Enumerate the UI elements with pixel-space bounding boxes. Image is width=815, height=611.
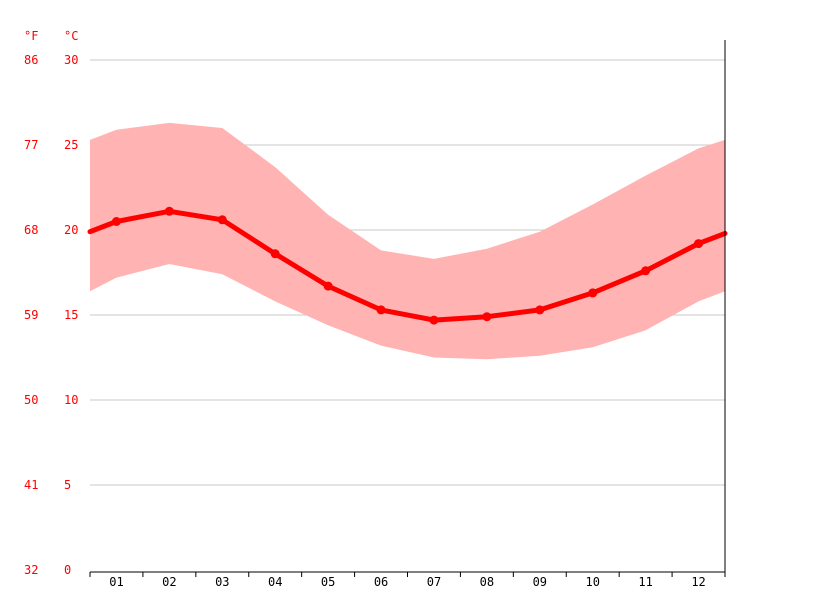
y-tick-label-fahrenheit: 86 xyxy=(24,53,38,67)
x-tick-label-06: 06 xyxy=(374,575,388,589)
average-point-06 xyxy=(376,305,386,315)
y-tick-label-celsius: 15 xyxy=(64,308,78,322)
y-tick-label-fahrenheit: 32 xyxy=(24,563,38,577)
temperature-range-band xyxy=(90,122,725,360)
average-point-01 xyxy=(111,217,121,226)
average-point-10 xyxy=(588,288,598,298)
x-tick-label-10: 10 xyxy=(585,575,599,589)
y-tick-label-celsius: 20 xyxy=(64,223,78,237)
y-tick-label-fahrenheit: 50 xyxy=(24,393,38,407)
x-axis-labels: 01 02 03 04 05 06 07 08 09 10 11 12 xyxy=(109,575,706,589)
average-point-11 xyxy=(641,266,651,276)
fahrenheit-unit-label: °F xyxy=(24,29,38,43)
x-axis-ticks xyxy=(89,572,726,577)
average-point-09 xyxy=(535,305,545,315)
average-point-12 xyxy=(694,239,704,249)
average-point-05 xyxy=(323,281,333,291)
y-tick-label-celsius: 10 xyxy=(64,393,78,407)
y-axis-celsius-labels: 0 5 10 15 20 25 30 xyxy=(64,53,78,577)
x-tick-label-02: 02 xyxy=(162,575,176,589)
x-tick-label-12: 12 xyxy=(691,575,705,589)
x-tick-label-04: 04 xyxy=(268,575,282,589)
x-tick-label-03: 03 xyxy=(215,575,229,589)
average-point-02 xyxy=(164,206,174,216)
average-point-08 xyxy=(482,312,492,322)
average-temperature-line xyxy=(87,208,728,323)
y-tick-label-fahrenheit: 77 xyxy=(24,138,38,152)
x-tick-label-07: 07 xyxy=(427,575,441,589)
x-tick-label-11: 11 xyxy=(638,575,652,589)
average-point-03 xyxy=(217,215,227,225)
x-tick-label-05: 05 xyxy=(321,575,335,589)
y-tick-label-celsius: 5 xyxy=(64,478,71,492)
y-axis-fahrenheit-labels: 32 41 50 59 68 77 86 xyxy=(24,53,38,577)
x-tick-label-01: 01 xyxy=(109,575,123,589)
y-tick-label-fahrenheit: 68 xyxy=(24,223,38,237)
y-tick-label-fahrenheit: 59 xyxy=(24,308,38,322)
y-tick-label-celsius: 25 xyxy=(64,138,78,152)
x-tick-label-09: 09 xyxy=(533,575,547,589)
x-tick-label-08: 08 xyxy=(480,575,494,589)
y-tick-label-celsius: 0 xyxy=(64,563,71,577)
average-point-07 xyxy=(429,315,439,325)
celsius-unit-label: °C xyxy=(64,29,78,43)
average-point-04 xyxy=(270,249,280,259)
y-tick-label-celsius: 30 xyxy=(64,53,78,67)
y-tick-label-fahrenheit: 41 xyxy=(24,478,38,492)
average-points xyxy=(111,206,704,325)
